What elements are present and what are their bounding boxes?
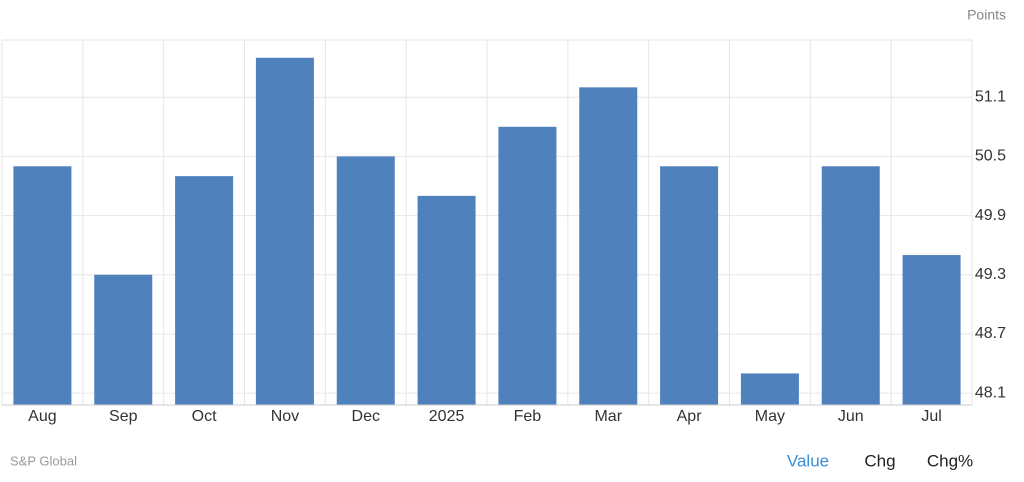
x-tick-label: Oct <box>192 408 217 425</box>
x-tick-label: Aug <box>28 408 56 425</box>
bar <box>498 126 557 405</box>
x-tick-label: Sep <box>109 408 138 425</box>
x-tick-label: Jul <box>921 408 941 425</box>
x-tick-label: Apr <box>677 408 703 425</box>
y-tick-label: 50.5 <box>975 148 1006 165</box>
x-tick-label: Dec <box>352 408 380 425</box>
y-tick-label: 48.1 <box>975 384 1006 401</box>
change-percent-toggle[interactable]: Chg% <box>927 451 973 470</box>
bar <box>336 156 395 405</box>
y-tick-label: 48.7 <box>975 325 1006 342</box>
value-toggle[interactable]: Value <box>787 451 829 470</box>
y-tick-label: 49.3 <box>975 266 1006 283</box>
x-tick-label: May <box>755 408 785 425</box>
x-tick-label: Nov <box>271 408 299 425</box>
change-toggle[interactable]: Chg <box>864 451 895 470</box>
x-tick-label: 2025 <box>429 408 465 425</box>
bar <box>660 166 719 405</box>
x-tick-label: Jun <box>838 408 864 425</box>
y-tick-label: 51.1 <box>975 88 1006 105</box>
bar <box>94 274 153 405</box>
bar <box>821 166 880 405</box>
bar <box>417 195 476 405</box>
bar <box>175 176 234 405</box>
source: S&P Global <box>10 453 77 468</box>
bar <box>255 57 314 406</box>
y-tick-label: 49.9 <box>975 207 1006 224</box>
bar <box>902 255 961 405</box>
bar <box>740 373 799 405</box>
bar <box>579 87 638 405</box>
unit-label: Points <box>967 7 1006 23</box>
x-tick-label: Mar <box>594 408 622 425</box>
bar <box>13 166 72 405</box>
x-tick-label: Feb <box>514 408 542 425</box>
